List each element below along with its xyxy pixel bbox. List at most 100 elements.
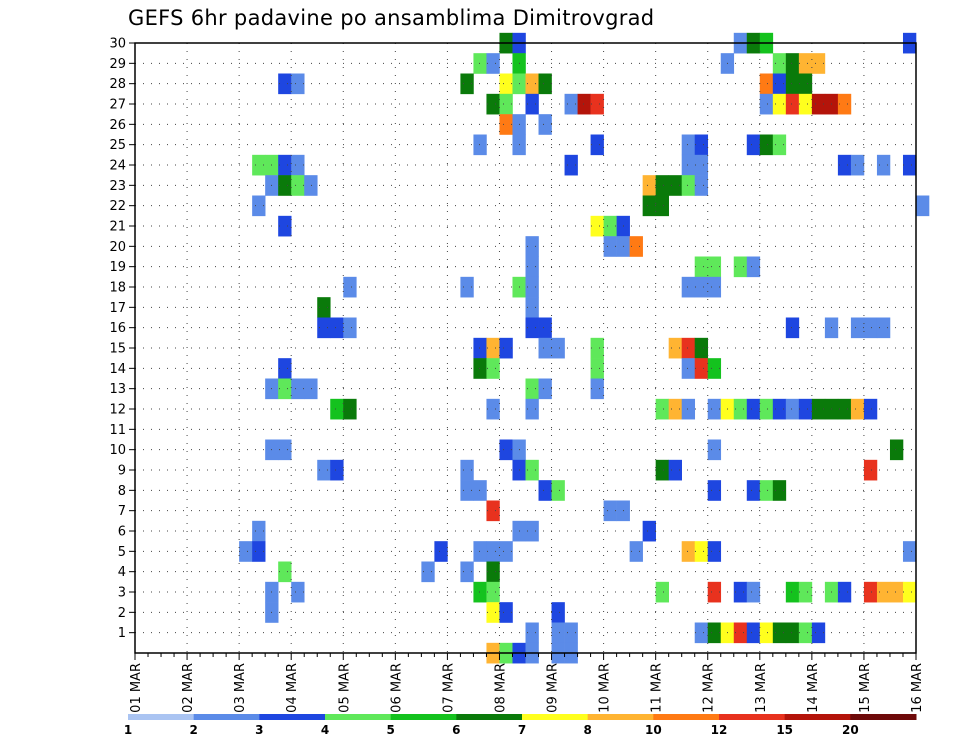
heatmap-cell: [889, 581, 904, 603]
heatmap-cell: [278, 154, 292, 176]
heatmap-cell: [525, 317, 539, 339]
y-tick-label: 29: [109, 57, 126, 72]
heatmap-cell: [772, 73, 787, 95]
heatmap-cell: [499, 602, 513, 623]
heatmap-cell: [460, 480, 474, 501]
heatmap-cell: [343, 317, 357, 339]
legend-swatch: [719, 714, 786, 720]
heatmap-cell: [525, 378, 539, 400]
heatmap-cell: [499, 337, 513, 359]
x-tick-label: 01 MAR: [129, 663, 144, 713]
x-tick-label: 14 MAR: [806, 663, 821, 713]
heatmap-cell: [330, 398, 344, 420]
heatmap-cell: [525, 276, 539, 298]
heatmap-cell: [486, 398, 500, 420]
heatmap-cell: [707, 581, 722, 603]
heatmap-cell: [499, 93, 513, 115]
y-tick-label: 17: [109, 301, 126, 316]
x-tick-label: 12 MAR: [702, 663, 717, 713]
heatmap-cell: [642, 195, 656, 217]
heatmap-cell: [863, 459, 878, 481]
heatmap-cells: [239, 32, 930, 664]
heatmap-cell: [850, 398, 865, 420]
heatmap-cell: [707, 439, 722, 461]
heatmap-cell: [746, 581, 761, 603]
x-axis-ticks: 01 MAR 02 MAR 03 MAR 04 MAR 05 MAR 06 MAR 07 M…: [129, 653, 925, 713]
legend-label: 15: [776, 723, 793, 737]
heatmap-cell: [655, 398, 669, 420]
heatmap-cell: [811, 53, 826, 74]
y-tick-label: 10: [109, 443, 126, 458]
heatmap-cell: [499, 541, 513, 562]
heatmap-cell: [460, 276, 474, 298]
y-tick-label: 12: [109, 403, 126, 418]
heatmap-cell: [551, 602, 565, 623]
heatmap-cell: [525, 236, 539, 257]
heatmap-cell: [681, 398, 696, 420]
legend-label: 8: [583, 723, 591, 737]
y-tick-label: 26: [109, 118, 126, 133]
heatmap-cell: [603, 500, 617, 522]
legend-label: 5: [386, 723, 394, 737]
heatmap-cell: [486, 93, 500, 115]
y-tick-label: 13: [109, 382, 126, 397]
heatmap-cell: [525, 622, 539, 644]
heatmap-cell: [798, 622, 813, 644]
heatmap-cell: [486, 53, 500, 74]
x-tick-label: 16 MAR: [910, 663, 925, 713]
heatmap-cell: [811, 398, 826, 420]
heatmap-cell: [538, 317, 552, 339]
heatmap-cell: [759, 622, 774, 644]
legend-label: 3: [255, 723, 263, 737]
legend-swatch: [128, 714, 195, 720]
heatmap-cell: [278, 73, 292, 95]
heatmap-cell: [577, 93, 591, 115]
heatmap-cell: [590, 134, 604, 156]
heatmap-cell: [694, 256, 709, 278]
heatmap-cell: [525, 520, 539, 542]
y-tick-label: 8: [118, 484, 126, 499]
heatmap-cell: [330, 317, 344, 339]
heatmap-cell: [668, 337, 682, 359]
heatmap-cell: [538, 378, 552, 400]
heatmap-cell: [278, 378, 292, 400]
heatmap-cell: [876, 581, 891, 603]
x-tick-label: 05 MAR: [337, 663, 352, 713]
heatmap-cell: [746, 398, 761, 420]
heatmap-cell: [551, 480, 565, 501]
legend-swatch: [653, 714, 720, 720]
heatmap-cell: [330, 459, 344, 481]
heatmap-cell: [759, 73, 774, 95]
heatmap-cell: [772, 480, 787, 501]
heatmap-cell: [642, 175, 656, 196]
heatmap-cell: [278, 561, 292, 583]
heatmap-cell: [317, 297, 331, 318]
heatmap-cell: [538, 114, 552, 135]
x-tick-label: 11 MAR: [650, 663, 665, 713]
heatmap-cell: [668, 175, 682, 196]
y-tick-label: 15: [109, 342, 126, 357]
heatmap-cell: [798, 73, 813, 95]
heatmap-cell: [707, 398, 722, 420]
heatmap-cell: [486, 337, 500, 359]
heatmap-cell: [707, 276, 722, 298]
heatmap-cell: [473, 53, 487, 74]
legend-swatch: [850, 714, 917, 720]
x-tick-label: 09 MAR: [546, 663, 561, 713]
heatmap-cell: [499, 114, 513, 135]
heatmap-cell: [694, 337, 709, 359]
y-tick-label: 3: [118, 586, 126, 601]
heatmap-cell: [681, 154, 696, 176]
heatmap-cell: [759, 480, 774, 501]
heatmap-cell: [473, 541, 487, 562]
heatmap-cell: [694, 134, 709, 156]
heatmap-cell: [746, 480, 761, 501]
color-legend: 1 2 3 4 5 6 7 8 10 12 15 20: [124, 714, 917, 737]
heatmap-cell: [681, 358, 696, 379]
heatmap-cell: [473, 337, 487, 359]
heatmap-cell: [772, 53, 787, 74]
heatmap-cell: [837, 154, 852, 176]
heatmap-cell: [551, 622, 565, 644]
heatmap-cell: [772, 398, 787, 420]
